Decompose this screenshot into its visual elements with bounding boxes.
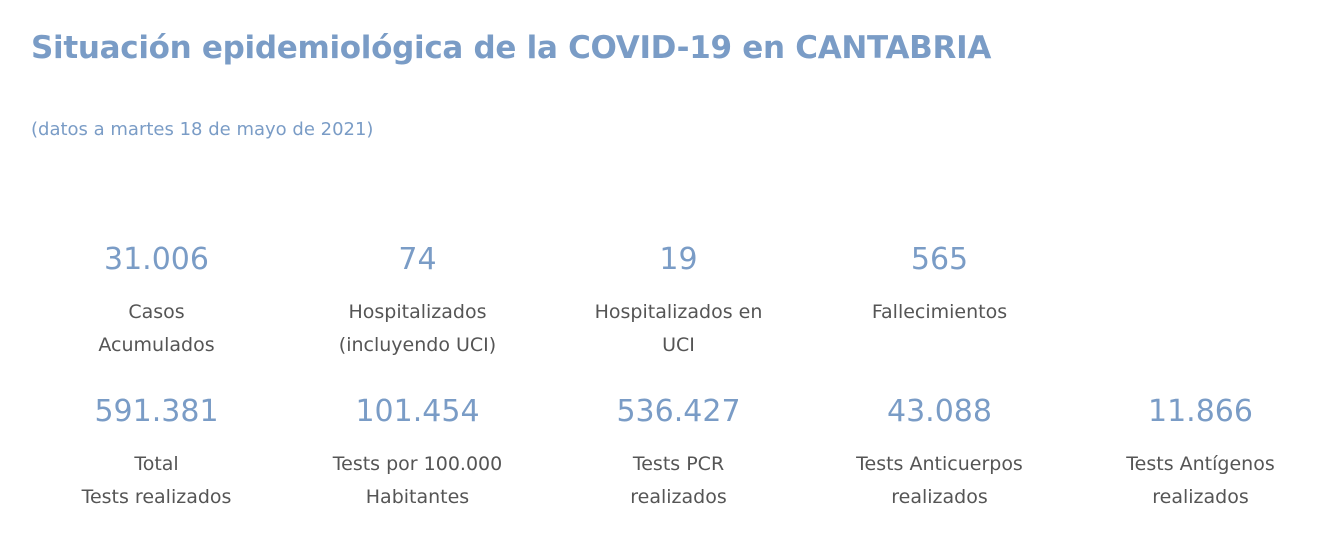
stat-label: Hospitalizados en UCI — [594, 301, 763, 356]
stat-tests-antigenos: 11.866 Tests Antígenos realizados — [1070, 392, 1331, 514]
stats-row-tests: 591.381 Total Tests realizados 101.454 T… — [26, 392, 1331, 514]
stat-hospitalizados: 74 Hospitalizados (incluyendo UCI) — [287, 240, 548, 362]
stat-fallecimientos: 565 Fallecimientos — [809, 240, 1070, 362]
stat-label: Tests Antígenos realizados — [1126, 453, 1275, 508]
stat-value: 565 — [910, 242, 969, 277]
stat-label: Total Tests realizados — [81, 453, 232, 508]
stat-value: 101.454 — [355, 394, 480, 429]
stat-label: Tests por 100.000 Habitantes — [332, 453, 503, 508]
stat-label: Tests PCR realizados — [630, 453, 727, 508]
stat-value: 591.381 — [94, 394, 219, 429]
stats-row-cases: 31.006 Casos Acumulados 74 Hospitalizado… — [26, 240, 1070, 362]
stat-total-tests: 591.381 Total Tests realizados — [26, 392, 287, 514]
stat-tests-per-100k: 101.454 Tests por 100.000 Habitantes — [287, 392, 548, 514]
stat-value: 43.088 — [887, 394, 992, 429]
stat-value: 536.427 — [616, 394, 741, 429]
stat-label: Fallecimientos — [871, 301, 1008, 323]
stat-label: Casos Acumulados — [98, 301, 215, 356]
page-title: Situación epidemiológica de la COVID-19 … — [31, 30, 992, 66]
stat-casos-acumulados: 31.006 Casos Acumulados — [26, 240, 287, 362]
stat-value: 11.866 — [1148, 394, 1253, 429]
stat-value: 19 — [659, 242, 698, 277]
stat-label: Hospitalizados (incluyendo UCI) — [338, 301, 497, 356]
stat-tests-pcr: 536.427 Tests PCR realizados — [548, 392, 809, 514]
stat-hospitalizados-uci: 19 Hospitalizados en UCI — [548, 240, 809, 362]
stat-tests-anticuerpos: 43.088 Tests Anticuerpos realizados — [809, 392, 1070, 514]
data-date-subtitle: (datos a martes 18 de mayo de 2021) — [31, 119, 374, 140]
stat-value: 31.006 — [104, 242, 209, 277]
stat-label: Tests Anticuerpos realizados — [856, 453, 1023, 508]
stat-value: 74 — [398, 242, 437, 277]
